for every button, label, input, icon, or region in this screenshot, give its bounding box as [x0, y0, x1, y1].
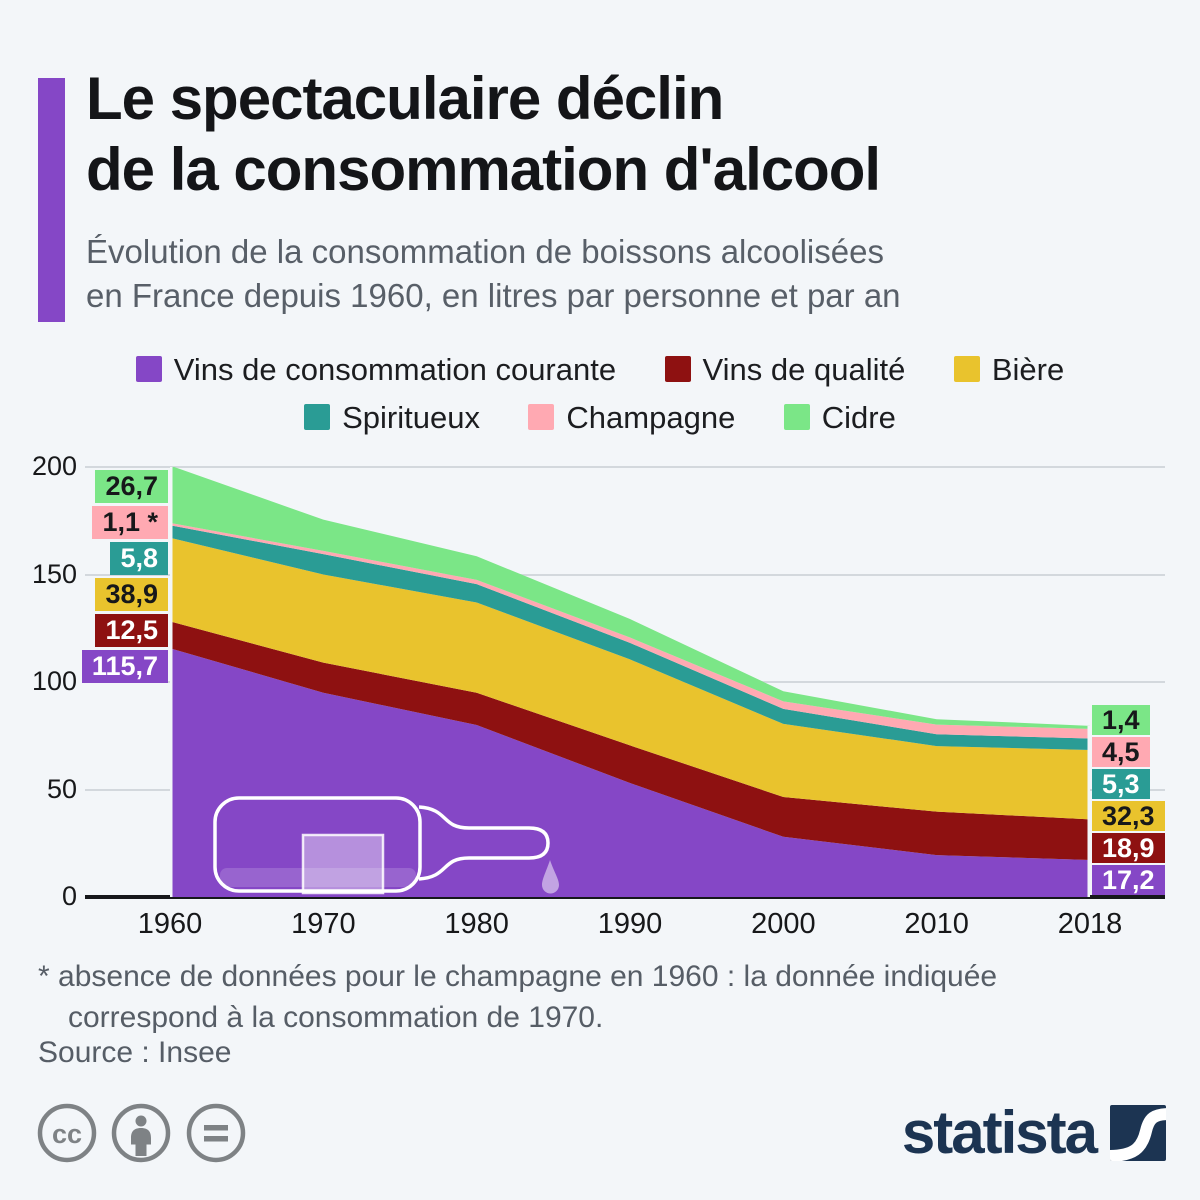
x-tick-label-1960: 1960	[137, 908, 203, 940]
gridline-200	[85, 466, 1165, 468]
gridline-150	[85, 573, 1165, 576]
legend-row-2: Spiritueux Champagne Cidre	[0, 400, 1200, 438]
x-tick-label-1980: 1980	[444, 908, 509, 940]
bottle-neck	[418, 805, 550, 881]
source-label: Source : Insee	[38, 1036, 232, 1069]
title-line-1: Le spectaculaire déclin	[86, 65, 724, 132]
subtitle-line-2: en France depuis 1960, en litres par per…	[86, 276, 901, 314]
y-tick-label-200: 200	[31, 451, 77, 481]
value-chip-1960-vins-courants: 115,7	[81, 650, 168, 683]
legend-label: Vins de qualité	[702, 352, 906, 387]
footnote-line-2: correspond à la consommation de 1970.	[68, 1001, 604, 1035]
value-chip-1960-spiritueux: 5,8	[110, 542, 168, 575]
y-tick-label-50: 50	[46, 773, 77, 804]
value-chip-1960-biere: 38,9	[95, 578, 168, 611]
value-chip-2018-vins-courants: 17,2	[1092, 865, 1165, 895]
value-chip-2018-biere: 32,3	[1092, 801, 1165, 831]
area-vins-de-consommation-courante	[170, 648, 1090, 897]
legend-label: Spiritueux	[342, 400, 480, 435]
title-line-2: de la consommation d'alcool	[86, 135, 881, 203]
legend-item-biere: Bière	[953, 352, 1065, 388]
chart-legend: Vins de consommation courante Vins de qu…	[0, 352, 1200, 448]
legend-label: Bière	[991, 352, 1065, 387]
statista-wordmark: statista	[901, 1099, 1098, 1166]
footnote: * absence de données pour le champagne e…	[38, 956, 997, 1039]
legend-swatch-vins-qualite	[664, 356, 691, 382]
subtitle-line-1: Évolution de la consommation de boissons…	[86, 233, 884, 270]
bottle-liquid	[220, 868, 416, 887]
svg-text:cc: cc	[52, 1119, 82, 1149]
value-chip-2018-cidre: 1,4	[1092, 705, 1150, 735]
attribution-person-icon	[112, 1103, 171, 1163]
cc-icon: cc	[37, 1103, 97, 1163]
legend-label: Vins de consommation courante	[173, 352, 617, 387]
footnote-line-1: * absence de données pour le champagne e…	[38, 960, 998, 993]
legend-swatch-champagne	[528, 404, 555, 430]
equals-icon	[186, 1103, 246, 1163]
page-title: Le spectaculaire déclin de la consommati…	[86, 64, 1166, 206]
plot-area	[170, 467, 1090, 897]
legend-row-1: Vins de consommation courante Vins de qu…	[0, 352, 1200, 390]
x-tick-label-1970: 1970	[291, 908, 356, 940]
x-tick-label-2018: 2018	[1057, 908, 1123, 940]
legend-item-vins-courants: Vins de consommation courante	[135, 352, 617, 388]
y-tick-label-100: 100	[31, 666, 77, 696]
legend-swatch-biere	[953, 356, 980, 382]
area-vins-de-qualite	[170, 621, 1090, 861]
statista-branding: statista	[902, 1098, 1166, 1167]
value-chip-1960-vins-qualite: 12,5	[95, 614, 168, 647]
legend-item-vins-qualite: Vins de qualité	[664, 352, 906, 388]
x-tick-label-2010: 2010	[904, 908, 969, 940]
page-subtitle: Évolution de la consommation de boissons…	[86, 230, 1166, 317]
statista-logo-icon	[1110, 1104, 1166, 1161]
x-tick-label-2000: 2000	[751, 908, 816, 940]
legend-item-cidre: Cidre	[783, 400, 896, 436]
accent-bar	[38, 78, 65, 322]
wine-bottle-illustration	[213, 796, 559, 895]
value-chip-2018-spiritueux: 5,3	[1092, 769, 1150, 799]
drip-icon	[542, 860, 559, 894]
legend-item-spiritueux: Spiritueux	[304, 400, 480, 436]
x-tick-label-1990: 1990	[597, 908, 663, 940]
legend-label: Champagne	[566, 400, 736, 435]
value-chip-1960-champagne: 1,1 *	[92, 506, 168, 539]
y-tick-label-150: 150	[31, 558, 77, 589]
bottle-body	[213, 796, 422, 893]
legend-label: Cidre	[821, 400, 896, 435]
legend-swatch-cidre	[783, 404, 810, 430]
glass-icon	[301, 833, 385, 895]
stacked-area-chart: 26,7 1,1 * 5,8 38,9 12,5 115,7 1,4 4,5 5…	[0, 440, 1200, 970]
legend-item-champagne: Champagne	[528, 400, 735, 436]
area-spiritueux	[170, 525, 1090, 750]
legend-swatch-spiritueux	[304, 404, 331, 430]
y-tick-label-0: 0	[61, 881, 77, 911]
cc-license-badges: cc	[36, 1102, 255, 1169]
value-chip-1960-cidre: 26,7	[95, 470, 168, 503]
x-axis-line	[85, 895, 1165, 899]
area-biere	[170, 537, 1090, 820]
value-chip-2018-champagne: 4,5	[1092, 737, 1150, 767]
value-chip-2018-vins-qualite: 18,9	[1092, 833, 1165, 863]
legend-swatch-vins-courants	[135, 356, 162, 382]
